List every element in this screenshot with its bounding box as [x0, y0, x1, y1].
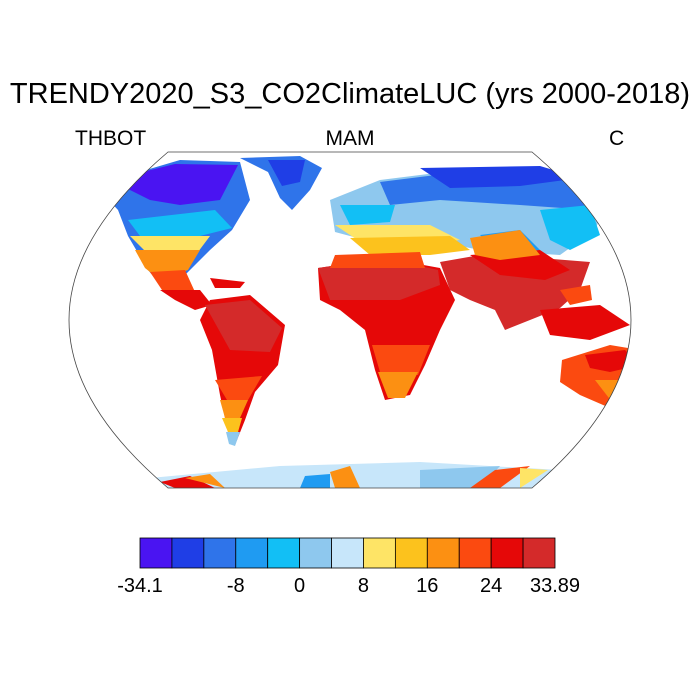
colorbar-swatch: [458, 537, 492, 569]
colorbar-tick-label: 24: [480, 575, 503, 597]
season-label: MAM: [325, 127, 375, 150]
variable-label: THBOT: [75, 127, 147, 150]
map-border: [68, 151, 632, 489]
colorbar-swatch: [331, 537, 364, 569]
colorbar-tick-label: 8: [357, 575, 370, 597]
colorbar-tick-label: -8: [226, 575, 245, 597]
asia-south: [440, 230, 630, 340]
colorbar-swatch: [426, 537, 460, 569]
colorbar-swatch: [363, 537, 396, 569]
colorbar-swatch: [171, 537, 205, 569]
greenland: [240, 156, 322, 210]
colorbar-swatch: [394, 537, 428, 569]
colorbar-swatch: [139, 537, 173, 569]
colorbar-tick-label: -34.1: [117, 575, 163, 597]
colorbar-tick-label: 33.89: [529, 575, 581, 597]
colorbar-swatch: [267, 537, 301, 569]
colorbar-tick-label: 0: [294, 575, 306, 597]
colorbar-swatch: [490, 537, 524, 569]
map-title: TRENDY2020_S3_CO2ClimateLUC (yrs 2000-20…: [9, 78, 691, 110]
colorbar-swatch: [235, 537, 269, 569]
colorbar-swatch: [299, 537, 332, 569]
colorbar-swatch: [203, 537, 237, 569]
south-america: [200, 295, 285, 446]
colorbar-swatch: [522, 537, 556, 569]
antarctica: [110, 462, 600, 488]
africa: [318, 252, 455, 400]
units-label: C: [609, 127, 625, 150]
north-america: [95, 160, 250, 310]
colorbar-tick-label: 16: [416, 575, 439, 597]
